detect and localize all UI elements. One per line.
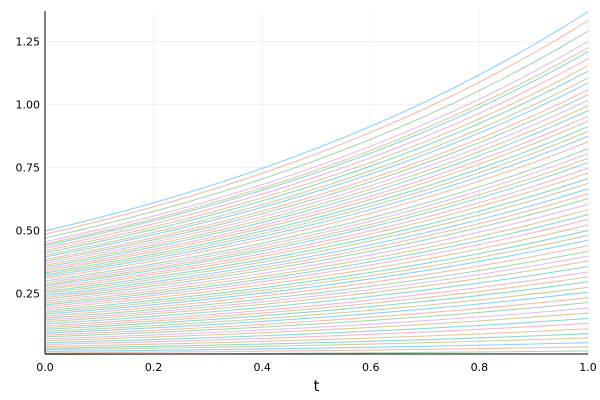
series-line [44,224,589,310]
series-line [44,182,589,295]
axes [44,11,588,355]
grid [44,11,589,354]
series-line [44,94,589,262]
x-tick-label: 0.4 [253,361,271,374]
series-line [44,209,589,304]
series-line [44,110,589,268]
y-tick-label: 0.75 [16,161,41,174]
series-line [44,30,589,239]
series-line [44,89,589,260]
series-line [44,297,589,336]
series-line [44,346,589,354]
series-line [44,229,589,312]
series-line [44,307,589,340]
x-tick-label: 0.6 [362,361,380,374]
series-line [44,153,589,284]
series-line [44,188,589,297]
series-line [44,77,589,256]
series-line [44,11,589,232]
series-line [44,322,589,345]
series-line [44,20,589,235]
series-line [44,328,589,347]
series-line [44,70,589,254]
x-tick-label: 0.8 [471,361,489,374]
y-tick-label: 1.00 [16,98,41,111]
series-line [44,99,589,264]
series-line [44,148,589,282]
series-line [44,265,589,325]
series-line [44,301,589,338]
series-line [44,276,589,329]
x-tick-label: 0.2 [145,361,163,374]
series-line [44,286,589,332]
series-line [44,245,589,317]
series-line [44,317,589,344]
series-line [44,126,589,274]
y-tick-label: 0.25 [16,287,41,300]
series-line [44,130,589,276]
series-line [44,291,589,334]
series-line [44,115,589,270]
series-line [44,135,589,277]
x-tick-label: 1.0 [579,361,597,374]
x-tick-label: 0.0 [36,361,54,374]
series-line [44,250,589,319]
series-line [44,172,589,291]
series-line [44,333,589,349]
series-line [44,40,589,243]
series-line [44,58,589,249]
series-line [44,203,589,302]
series-line [44,105,589,266]
series-line [44,260,589,323]
series-line [44,65,589,252]
series-line [44,255,589,321]
series-line [44,234,589,313]
series-line [44,162,589,287]
series-line [44,239,589,315]
series-line [44,157,589,285]
series-line [44,51,589,247]
series-line [44,218,589,308]
series-lines [44,11,589,356]
series-line [44,82,589,258]
y-tick-label: 1.25 [16,35,41,48]
series-line [44,271,589,327]
x-axis-title: t [314,377,320,395]
y-tick-labels: 0.25 0.50 0.75 1.00 1.25 [16,35,41,300]
series-line [44,167,589,289]
series-line [44,141,589,279]
series-line [44,342,589,353]
series-line [44,337,589,351]
series-line [44,214,589,306]
series-line [44,198,589,300]
series-line [44,120,589,272]
series-line [44,312,589,342]
series-line [44,178,589,293]
series-line [44,281,589,330]
x-tick-labels: 0.0 0.2 0.4 0.6 0.8 1.0 [36,361,597,374]
series-line [44,193,589,298]
series-line [44,47,589,245]
y-tick-label: 0.50 [16,224,41,237]
